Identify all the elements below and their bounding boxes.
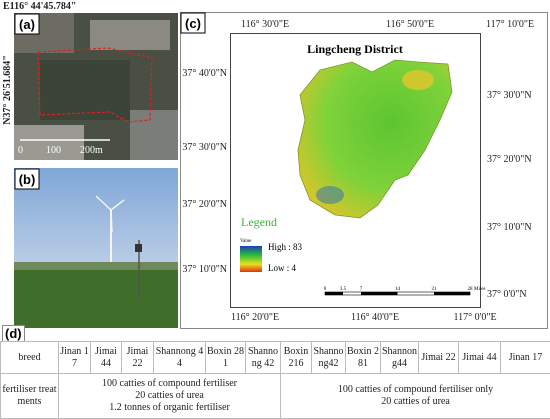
scale-unit: Miles — [474, 287, 485, 292]
treatment-table: breed Jinan 17 Jimai 44 Jimai 22 Shannong 44… — [0, 341, 550, 419]
scale-label: 0 — [18, 145, 23, 156]
scale-tick-label: 28 — [468, 287, 474, 292]
treatment-cell: 100 catties of compound fertiliser 20 cat… — [58, 373, 281, 419]
lat-tick-label: 37° 30'0"N — [487, 90, 532, 101]
lon-tick-label: 116° 40'0"E — [351, 312, 399, 323]
map-scale-bar: 0 3.5 7 14 21 28 Miles — [324, 287, 485, 296]
legend-low: Low : 4 — [268, 263, 296, 273]
breed-row: breed Jinan 17 Jimai 44 Jimai 22 Shannong 44… — [0, 341, 550, 374]
panel-label-box — [180, 12, 206, 34]
panel-label: (c) — [185, 16, 201, 31]
scale-tick-label: 0 — [324, 287, 327, 292]
scale-tick-label: 14 — [395, 287, 401, 292]
panel-label-box — [14, 168, 40, 190]
header-cell: Jinan 17 — [500, 341, 550, 374]
map-patch — [402, 70, 434, 90]
lon-tick-label: 116° 20'0"E — [231, 312, 279, 323]
header-cell: Boxin 281 — [345, 341, 381, 374]
header-cell: breed — [0, 341, 59, 374]
district-map — [297, 59, 453, 219]
map-frame — [230, 33, 481, 308]
legend-title: Legend — [241, 215, 277, 229]
legend-gradient — [240, 246, 262, 272]
header-cell: Jimai 22 — [418, 341, 459, 374]
header-cell: Shannong42 — [311, 341, 346, 374]
header-cell: Jinan 17 — [58, 341, 91, 374]
map-patch — [316, 186, 344, 204]
scale-tick-label: 7 — [360, 287, 363, 292]
lat-tick-label: 37° 20'0"N — [487, 154, 532, 165]
lon-tick-label: 117° 0'0"E — [453, 312, 496, 323]
treatment-cell: 100 catties of compound fertiliser only 2… — [280, 373, 550, 419]
header-cell: Jimai 44 — [458, 341, 501, 374]
header-cell: Jimai 22 — [121, 341, 154, 374]
lon-tick-label: 117° 10'0"E — [486, 19, 534, 30]
lat-tick-label: 37° 10'0"N — [182, 264, 227, 275]
header-cell: Shannong 42 — [245, 341, 281, 374]
row-label: fertiliser treatments — [0, 373, 59, 419]
panel-label-box — [14, 13, 40, 35]
panel-label: (d) — [2, 325, 25, 342]
header-cell: Boxin 281 — [205, 341, 246, 374]
map-title: Lingcheng District — [307, 42, 403, 56]
panel-label: (b) — [19, 172, 36, 187]
lat-tick-label: 37° 40'0"N — [182, 68, 227, 79]
lon-label: E116° 44'45.784" — [3, 1, 76, 12]
figure: E116° 44'45.784" N37° 26'51.684" (a) 0 1… — [2, 1, 548, 329]
treatment-line: 100 catties of compound fertiliser only — [337, 384, 494, 395]
legend-high: High : 83 — [268, 242, 303, 252]
lat-label: N37° 26'51.684" — [2, 55, 13, 125]
legend-field: Value — [240, 239, 252, 244]
scale-label: 200m — [80, 145, 103, 156]
treatment-line: 20 catties of urea — [381, 396, 450, 407]
treatment-line: 100 catties of compound fertiliser — [102, 378, 237, 389]
scale-label: 100 — [46, 145, 61, 156]
satellite-image — [14, 13, 178, 160]
header-cell: Shannong44 — [380, 341, 419, 374]
field-photo — [14, 168, 178, 328]
lat-tick-label: 37° 10'0"N — [487, 222, 532, 233]
scale-tick-label: 21 — [432, 287, 438, 292]
fertiliser-row: fertiliser treatments 100 catties of com… — [0, 373, 550, 419]
lat-tick-label: 37° 20'0"N — [182, 199, 227, 210]
header-cell: Jimai 44 — [90, 341, 122, 374]
lon-tick-label: 116° 30'0"E — [241, 19, 289, 30]
header-cell: Boxin 216 — [280, 341, 312, 374]
scale-tick-label: 3.5 — [340, 287, 347, 292]
lon-tick-label: 116° 50'0"E — [386, 19, 434, 30]
treatment-line: 1.2 tonnes of organic fertiliser — [109, 402, 230, 413]
lat-tick-label: 37° 0'0"N — [487, 289, 527, 300]
panel-label: (a) — [19, 17, 35, 32]
treatment-line: 20 catties of urea — [135, 390, 204, 401]
lat-tick-label: 37° 30'0"N — [182, 142, 227, 153]
header-cell: Shannong 44 — [153, 341, 206, 374]
